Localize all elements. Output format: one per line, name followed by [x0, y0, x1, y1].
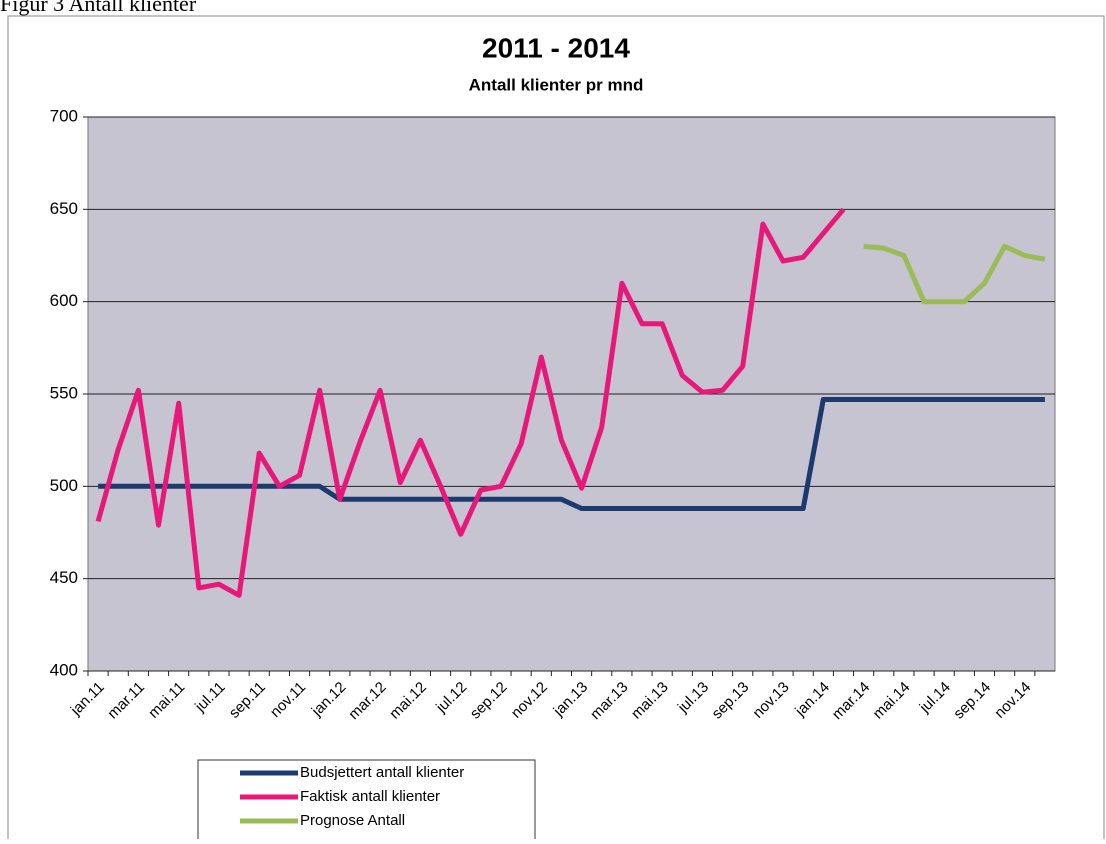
y-tick-label: 400: [50, 660, 78, 679]
chart-title: 2011 - 2014: [482, 32, 630, 63]
y-tick-label: 550: [50, 383, 78, 402]
figure-caption: Figur 3 Antall klienter: [0, 0, 197, 16]
y-tick-label: 500: [50, 476, 78, 495]
y-tick-label: 700: [50, 106, 78, 125]
legend-label: Faktisk antall klienter: [300, 788, 440, 805]
y-tick-label: 600: [50, 291, 78, 310]
legend-label: Prognose Antall: [300, 812, 405, 829]
y-tick-label: 650: [50, 199, 78, 218]
legend-label: Budsjettert antall klienter: [300, 764, 464, 781]
series-line: [863, 243, 1046, 305]
y-tick-label: 450: [50, 568, 78, 587]
series-line: [95, 207, 846, 598]
chart-subtitle: Antall klienter pr mnd: [469, 75, 644, 94]
